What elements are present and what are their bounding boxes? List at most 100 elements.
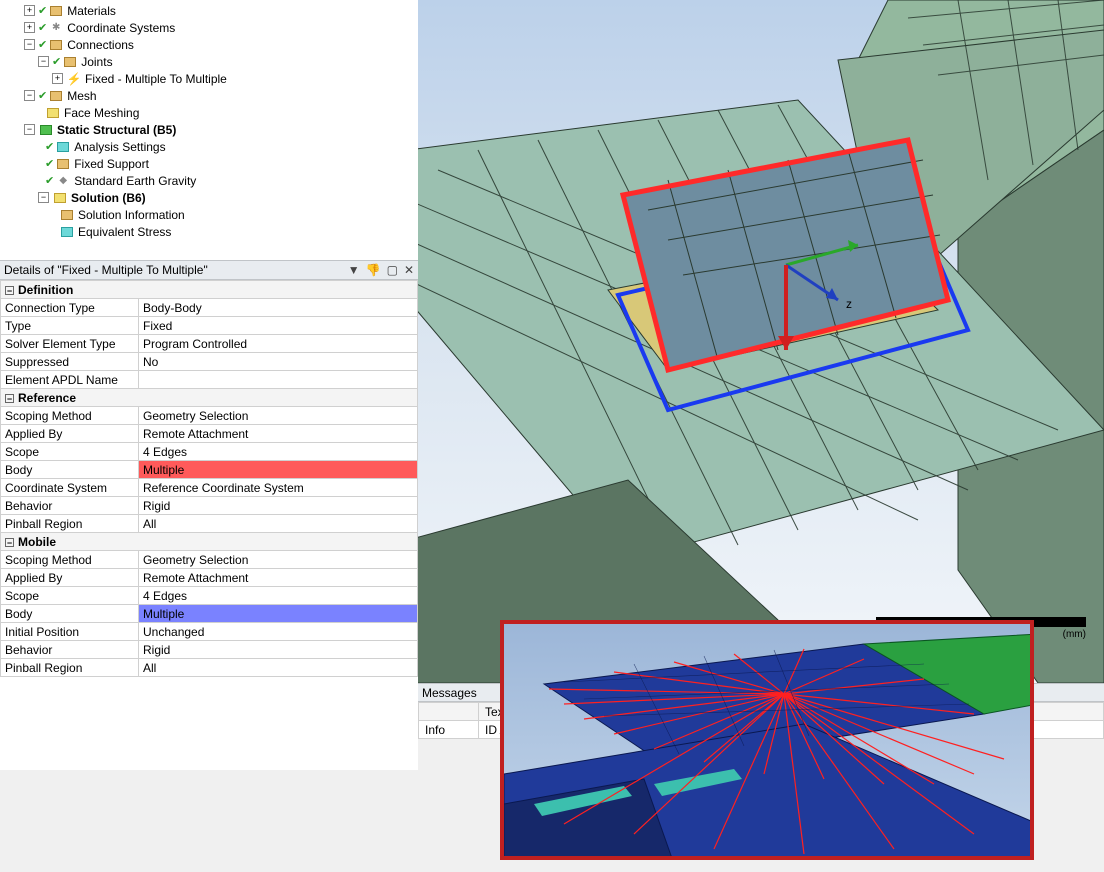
details-section[interactable]: −Reference	[1, 389, 418, 407]
tree-item[interactable]: ✔ Analysis Settings	[10, 138, 418, 155]
details-value[interactable]: Program Controlled	[139, 335, 418, 353]
details-key: Pinball Region	[1, 515, 139, 533]
tree-label: Mesh	[67, 89, 96, 103]
details-value[interactable]: Unchanged	[139, 623, 418, 641]
tree-toggle-icon[interactable]: −	[24, 90, 35, 101]
tree-label: Solution (B6)	[71, 191, 146, 205]
tree-item[interactable]: +✔Materials	[10, 2, 418, 19]
details-key: Coordinate System	[1, 479, 139, 497]
details-value[interactable]: Geometry Selection	[139, 551, 418, 569]
details-key: Suppressed	[1, 353, 139, 371]
outline-tree[interactable]: +✔Materials+✔✱Coordinate Systems−✔Connec…	[0, 0, 418, 260]
details-row[interactable]: SuppressedNo	[1, 353, 418, 371]
tree-toggle-icon[interactable]: −	[38, 192, 49, 203]
details-value[interactable]: No	[139, 353, 418, 371]
tree-item[interactable]: −✔Mesh	[10, 87, 418, 104]
tree-item[interactable]: −✔Joints	[10, 53, 418, 70]
tree-item[interactable]: − Solution (B6)	[10, 189, 418, 206]
details-row[interactable]: BehaviorRigid	[1, 641, 418, 659]
check-icon: ✔	[45, 140, 54, 153]
tree-icon: ⚡	[66, 72, 82, 86]
tree-icon	[59, 225, 75, 239]
details-value[interactable]: All	[139, 659, 418, 677]
tree-item[interactable]: −Static Structural (B5)	[10, 121, 418, 138]
details-value[interactable]: Reference Coordinate System	[139, 479, 418, 497]
details-row[interactable]: Scope4 Edges	[1, 443, 418, 461]
details-row[interactable]: Coordinate SystemReference Coordinate Sy…	[1, 479, 418, 497]
tree-icon	[55, 140, 71, 154]
details-value[interactable]: 4 Edges	[139, 587, 418, 605]
tree-item[interactable]: +✔✱Coordinate Systems	[10, 19, 418, 36]
tree-toggle-icon[interactable]: −	[24, 124, 35, 135]
details-row[interactable]: Scoping MethodGeometry Selection	[1, 407, 418, 425]
details-row[interactable]: BodyMultiple	[1, 605, 418, 623]
tree-item[interactable]: ✔Fixed Support	[10, 155, 418, 172]
details-section[interactable]: −Definition	[1, 281, 418, 299]
tree-item[interactable]: −✔Connections	[10, 36, 418, 53]
tree-item[interactable]: +⚡Fixed - Multiple To Multiple	[10, 70, 418, 87]
details-value[interactable]: Fixed	[139, 317, 418, 335]
details-value[interactable]	[139, 371, 418, 389]
details-key: Scoping Method	[1, 551, 139, 569]
tree-item[interactable]: Solution Information	[10, 206, 418, 223]
details-row[interactable]: Element APDL Name	[1, 371, 418, 389]
details-row[interactable]: Pinball RegionAll	[1, 515, 418, 533]
inset-detail-view	[500, 620, 1034, 860]
tree-label: Analysis Settings	[74, 140, 165, 154]
tree-label: Coordinate Systems	[67, 21, 175, 35]
tree-item[interactable]: Equivalent Stress	[10, 223, 418, 240]
details-key: Initial Position	[1, 623, 139, 641]
details-row[interactable]: Applied ByRemote Attachment	[1, 569, 418, 587]
details-key: Type	[1, 317, 139, 335]
tree-icon	[38, 123, 54, 137]
details-value[interactable]: Remote Attachment	[139, 425, 418, 443]
details-row[interactable]: Solver Element TypeProgram Controlled	[1, 335, 418, 353]
details-value[interactable]: Remote Attachment	[139, 569, 418, 587]
details-value[interactable]: 4 Edges	[139, 443, 418, 461]
tree-icon	[55, 157, 71, 171]
details-section[interactable]: −Mobile	[1, 533, 418, 551]
tree-toggle-icon[interactable]: +	[24, 22, 35, 33]
details-row[interactable]: Initial PositionUnchanged	[1, 623, 418, 641]
tree-toggle-icon[interactable]: −	[38, 56, 49, 67]
details-value[interactable]: Multiple	[139, 605, 418, 623]
details-key: Applied By	[1, 425, 139, 443]
details-value[interactable]: Body-Body	[139, 299, 418, 317]
details-key: Body	[1, 461, 139, 479]
details-value[interactable]: Multiple	[139, 461, 418, 479]
details-value[interactable]: Rigid	[139, 641, 418, 659]
tree-toggle-icon[interactable]: +	[24, 5, 35, 16]
window-icon[interactable]: ▢	[387, 263, 398, 277]
details-value[interactable]: Geometry Selection	[139, 407, 418, 425]
details-row[interactable]: Scoping MethodGeometry Selection	[1, 551, 418, 569]
details-key: Element APDL Name	[1, 371, 139, 389]
details-value[interactable]: Rigid	[139, 497, 418, 515]
tree-toggle-icon[interactable]: +	[52, 73, 63, 84]
check-icon: ✔	[45, 174, 54, 187]
details-header: Details of "Fixed - Multiple To Multiple…	[0, 260, 418, 280]
details-row[interactable]: Pinball RegionAll	[1, 659, 418, 677]
details-row[interactable]: BehaviorRigid	[1, 497, 418, 515]
tree-item[interactable]: ✔◆Standard Earth Gravity	[10, 172, 418, 189]
close-icon[interactable]: ✕	[404, 263, 414, 277]
check-icon: ✔	[52, 55, 61, 68]
tree-toggle-icon[interactable]: −	[24, 39, 35, 50]
details-row[interactable]: Scope4 Edges	[1, 587, 418, 605]
details-row[interactable]: TypeFixed	[1, 317, 418, 335]
pin-icon[interactable]: 👎	[366, 263, 381, 277]
details-value[interactable]: All	[139, 515, 418, 533]
details-row[interactable]: Applied ByRemote Attachment	[1, 425, 418, 443]
tree-label: Solution Information	[78, 208, 185, 222]
details-key: Behavior	[1, 497, 139, 515]
arrow-down-icon[interactable]: ▼	[348, 263, 360, 277]
details-row[interactable]: Connection TypeBody-Body	[1, 299, 418, 317]
check-icon: ✔	[38, 21, 47, 34]
details-row[interactable]: BodyMultiple	[1, 461, 418, 479]
details-key: Applied By	[1, 569, 139, 587]
details-key: Scope	[1, 587, 139, 605]
graphics-viewport[interactable]: z 0,000 5,000 10,000 (mm)	[418, 0, 1104, 683]
tree-icon	[48, 38, 64, 52]
tree-label: Face Meshing	[64, 106, 139, 120]
tree-item[interactable]: Face Meshing	[10, 104, 418, 121]
svg-text:z: z	[846, 297, 852, 311]
